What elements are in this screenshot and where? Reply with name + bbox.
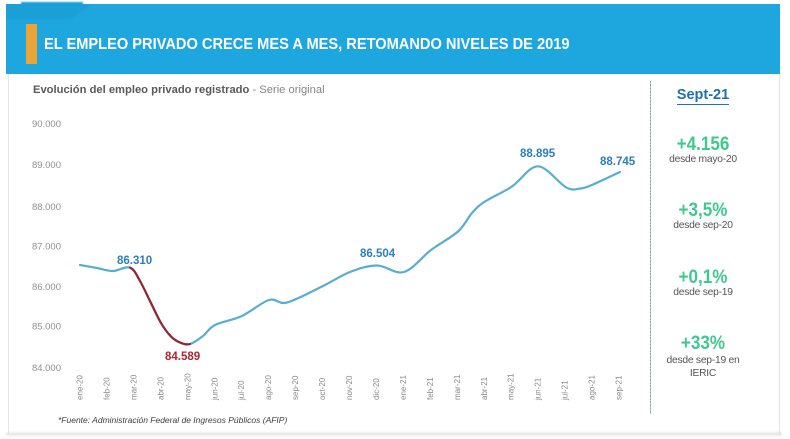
svg-text:ene-21: ene-21: [399, 375, 408, 400]
svg-text:nov-20: nov-20: [345, 375, 354, 400]
svg-text:jun-21: jun-21: [534, 377, 543, 401]
svg-text:feb-20: feb-20: [102, 377, 111, 400]
svg-text:may-21: may-21: [507, 373, 516, 400]
svg-text:ago-21: ago-21: [588, 375, 597, 400]
svg-text:sep-21: sep-21: [615, 375, 624, 400]
svg-text:sep-20: sep-20: [291, 375, 300, 400]
svg-text:feb-21: feb-21: [426, 377, 435, 400]
svg-text:ene-20: ene-20: [76, 375, 85, 400]
svg-text:ago-20: ago-20: [264, 375, 273, 400]
svg-text:mar-20: mar-20: [129, 374, 138, 400]
svg-text:86.000: 86.000: [32, 282, 61, 293]
svg-text:may-20: may-20: [183, 373, 192, 400]
svg-text:89.000: 89.000: [32, 160, 61, 171]
svg-text:abr-20: abr-20: [156, 376, 165, 400]
svg-text:oct-20: oct-20: [318, 377, 327, 400]
svg-text:jul-20: jul-20: [237, 380, 246, 401]
svg-text:jun-20: jun-20: [210, 377, 219, 401]
svg-text:jul-21: jul-21: [561, 380, 570, 401]
svg-text:abr-21: abr-21: [480, 376, 489, 400]
svg-text:90.000: 90.000: [32, 119, 61, 130]
svg-text:88.000: 88.000: [32, 202, 61, 213]
svg-text:87.000: 87.000: [32, 242, 61, 253]
svg-text:dic-20: dic-20: [372, 378, 381, 400]
svg-text:mar-21: mar-21: [453, 374, 462, 400]
svg-text:85.000: 85.000: [32, 322, 61, 333]
svg-text:84.000: 84.000: [32, 363, 61, 374]
